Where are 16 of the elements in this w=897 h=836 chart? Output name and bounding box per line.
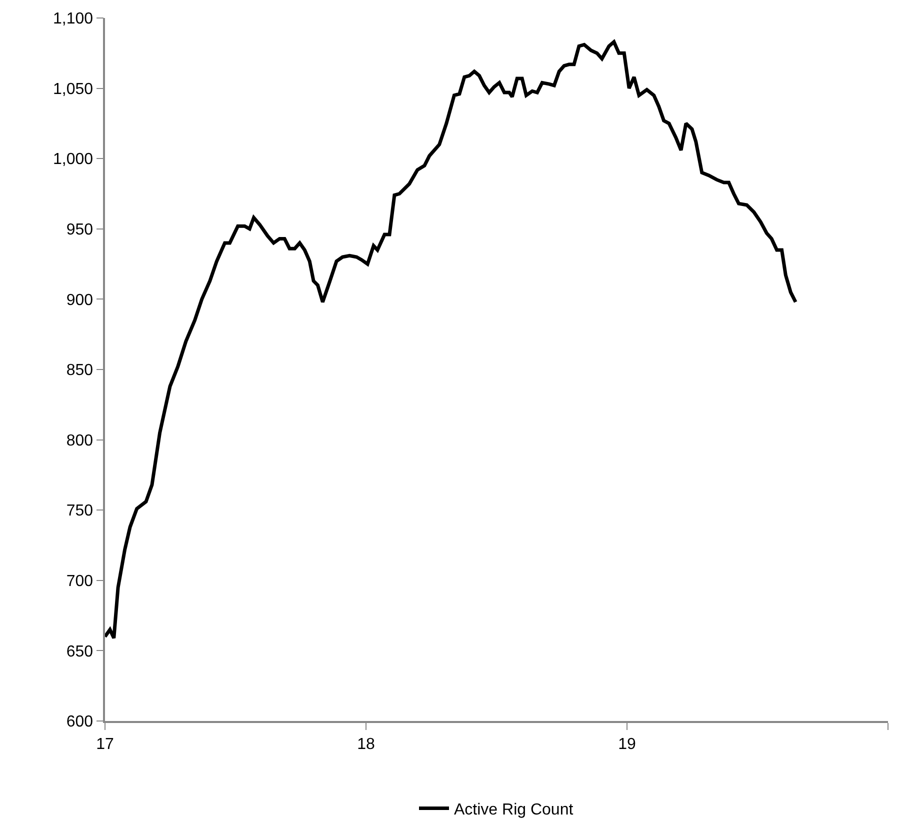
y-tick-label: 1,100 — [53, 10, 94, 28]
y-tick-label: 700 — [66, 573, 94, 590]
y-tick-label: 650 — [66, 643, 94, 660]
y-tick-label: 600 — [66, 714, 94, 731]
x-tick-label: 17 — [96, 736, 114, 753]
y-tick-label: 1,050 — [53, 80, 94, 98]
line-series — [105, 40, 798, 640]
x-tick-label: 18 — [357, 736, 375, 753]
x-tick-label: 19 — [618, 736, 636, 753]
legend-label: Active Rig Count — [454, 801, 574, 818]
y-tick-label: 950 — [66, 222, 94, 238]
y-tick-label: 850 — [66, 362, 94, 380]
y-tick-label: 900 — [66, 292, 94, 309]
y-tick-label: 750 — [66, 502, 94, 520]
y-tick-label: 800 — [66, 432, 94, 450]
y-tick-label: 1,000 — [53, 151, 94, 168]
